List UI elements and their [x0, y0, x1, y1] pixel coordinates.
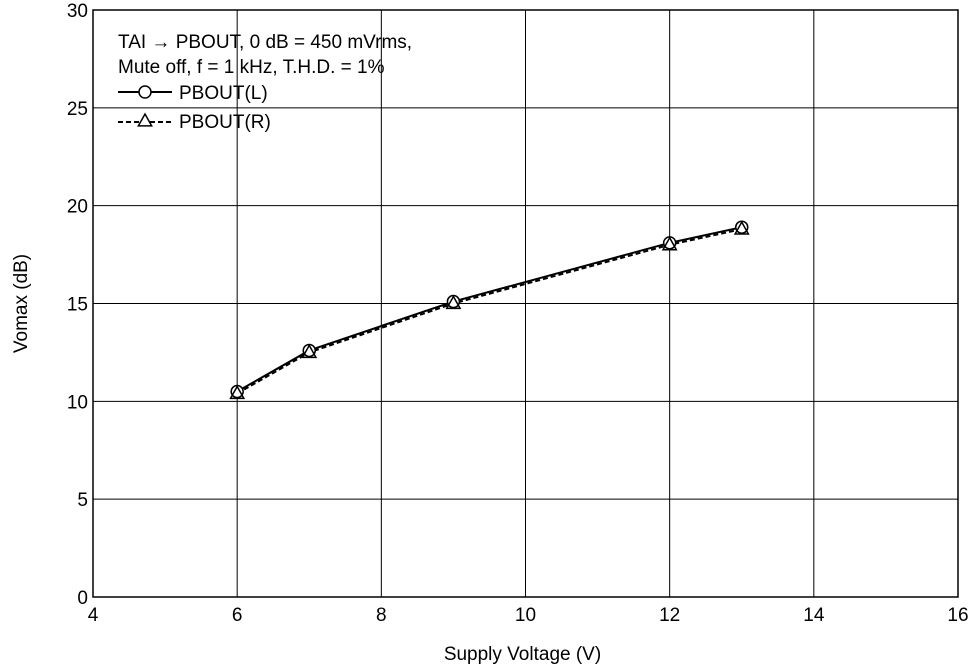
y-tick-label: 15	[67, 295, 88, 316]
data-point-triangle	[733, 220, 750, 235]
y-tick-label: 10	[67, 392, 88, 413]
x-tick-labels: 4 6 8 10 12 14 16	[88, 605, 969, 626]
x-tick-label: 8	[376, 605, 387, 626]
data-point-triangle	[445, 294, 462, 310]
y-tick-label: 30	[67, 1, 88, 22]
plot-frame	[92, 9, 959, 598]
x-tick-label: 16	[947, 605, 968, 626]
legend-entry-pbout-l: PBOUT(L)	[118, 83, 268, 104]
legend-label-pbout-r: PBOUT(R)	[179, 112, 271, 133]
y-tick-label: 5	[77, 490, 88, 511]
legend-entry-pbout-r: PBOUT(R)	[118, 112, 271, 133]
x-axis-label: Supply Voltage (V)	[444, 644, 601, 665]
series-layer	[229, 220, 750, 400]
annotation-line-1: TAI → PBOUT, 0 dB = 450 mVrms,	[118, 32, 412, 53]
data-point-triangle	[229, 384, 246, 400]
y-axis-label: Vomax (dB)	[11, 254, 32, 353]
x-tick-label: 6	[232, 605, 243, 626]
y-tick-label: 25	[67, 99, 88, 120]
x-tick-label: 12	[659, 605, 680, 626]
legend-circle-marker-icon	[138, 85, 152, 99]
annotation-line-2: Mute off, f = 1 kHz, T.H.D. = 1%	[118, 57, 385, 78]
x-tick-label: 10	[515, 605, 536, 626]
legend: TAI → PBOUT, 0 dB = 450 mVrms, Mute off,…	[118, 32, 412, 133]
series-line-pbout-r-	[236, 228, 742, 395]
x-tick-label: 4	[88, 605, 99, 626]
y-tick-label: 20	[67, 197, 88, 218]
y-tick-labels: 0 5 10 15 20 25 30	[67, 1, 88, 609]
data-point-triangle	[661, 236, 678, 251]
legend-triangle-marker-icon	[137, 112, 153, 127]
x-tick-label: 14	[803, 605, 825, 626]
series-line-pbout-l-	[236, 226, 742, 393]
data-point-triangle	[301, 343, 318, 359]
y-tick-label: 0	[77, 588, 88, 609]
legend-label-pbout-l: PBOUT(L)	[179, 83, 268, 104]
